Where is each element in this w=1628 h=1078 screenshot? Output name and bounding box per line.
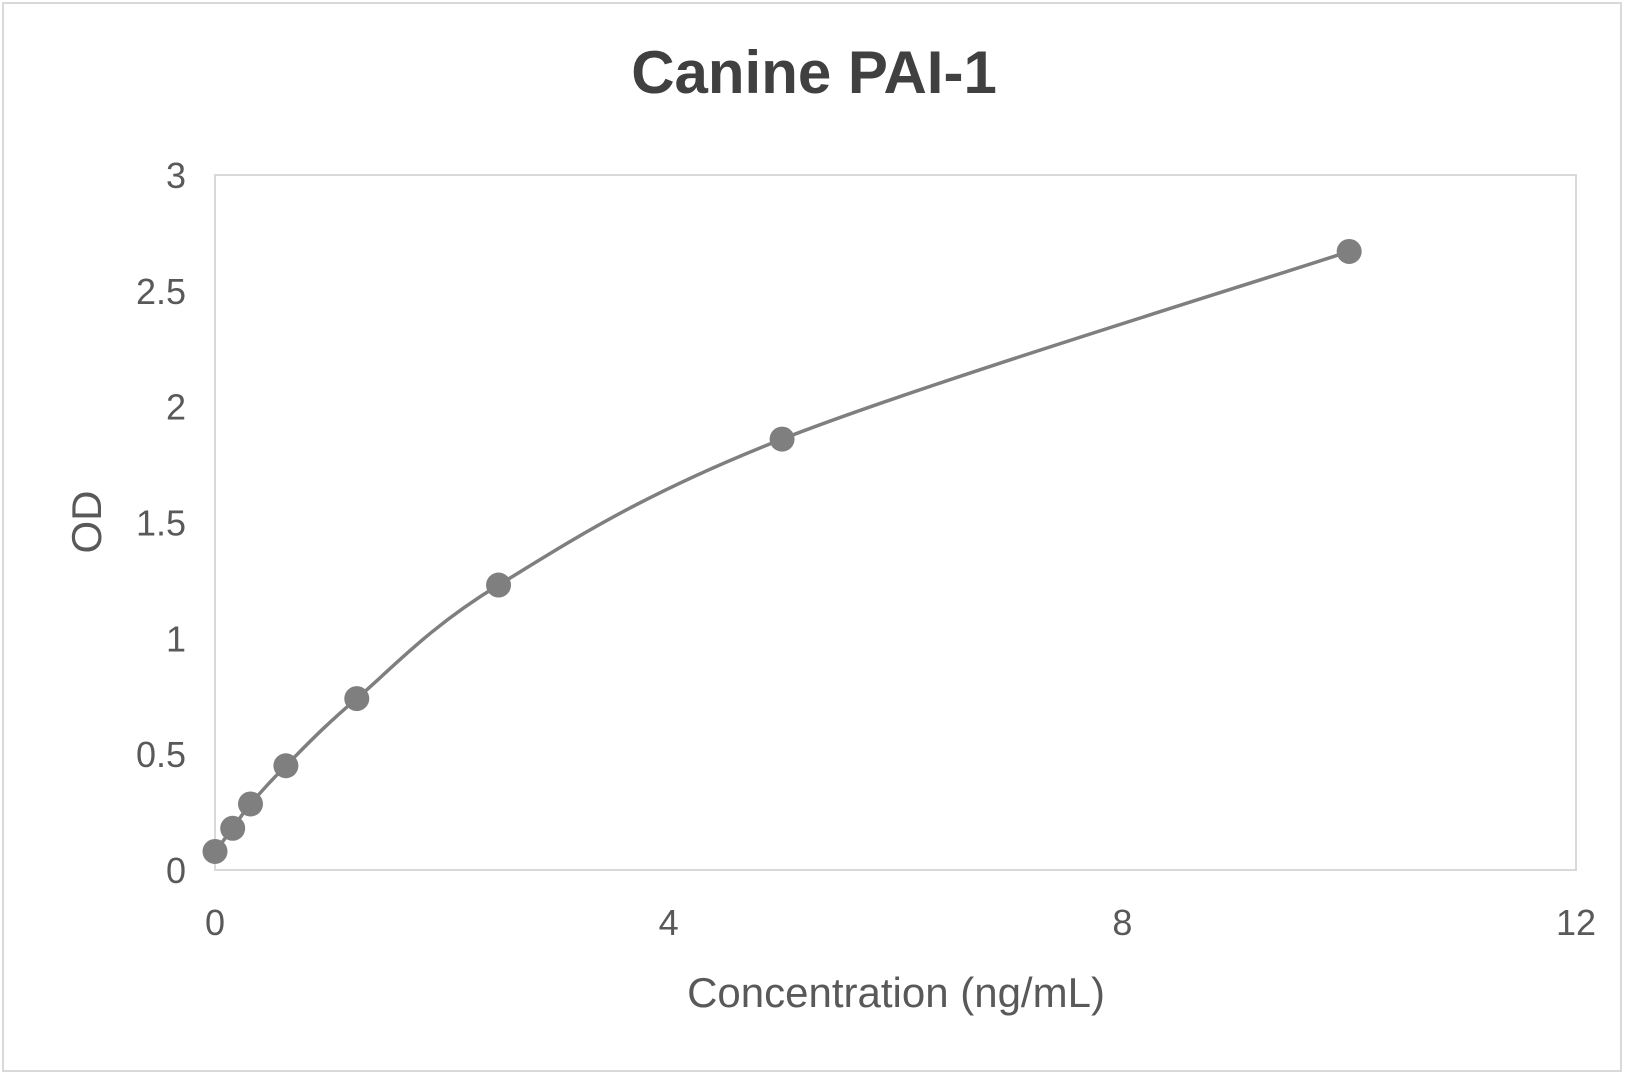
data-point xyxy=(202,838,228,864)
y-tick-label: 2 xyxy=(166,387,186,428)
y-tick-label: 1.5 xyxy=(136,503,186,544)
data-point xyxy=(1336,238,1362,264)
data-point xyxy=(237,791,263,817)
data-point xyxy=(486,572,512,598)
data-markers xyxy=(202,238,1362,864)
y-tick-label: 3 xyxy=(166,155,186,196)
data-point xyxy=(220,815,246,841)
data-point xyxy=(769,426,795,452)
data-line xyxy=(213,249,1350,853)
data-point xyxy=(273,753,299,779)
chart-title: Canine PAI-1 xyxy=(631,39,997,106)
x-tick-label: 0 xyxy=(205,902,225,943)
plot-area xyxy=(214,174,1577,871)
y-tick-label: 0 xyxy=(166,850,186,891)
x-axis-label: Concentration (ng/mL) xyxy=(687,969,1105,1016)
x-tick-label: 8 xyxy=(1112,902,1132,943)
y-axis-ticks: 0 0.5 1 1.5 2 2.5 3 xyxy=(136,155,186,891)
y-tick-label: 2.5 xyxy=(136,271,186,312)
x-tick-label: 4 xyxy=(659,902,679,943)
y-axis-label: OD xyxy=(63,491,110,554)
y-tick-label: 0.5 xyxy=(136,734,186,775)
data-point xyxy=(344,686,370,712)
x-tick-label: 12 xyxy=(1556,902,1596,943)
y-tick-label: 1 xyxy=(166,618,186,659)
x-axis-ticks: 0 4 8 12 xyxy=(205,902,1596,943)
